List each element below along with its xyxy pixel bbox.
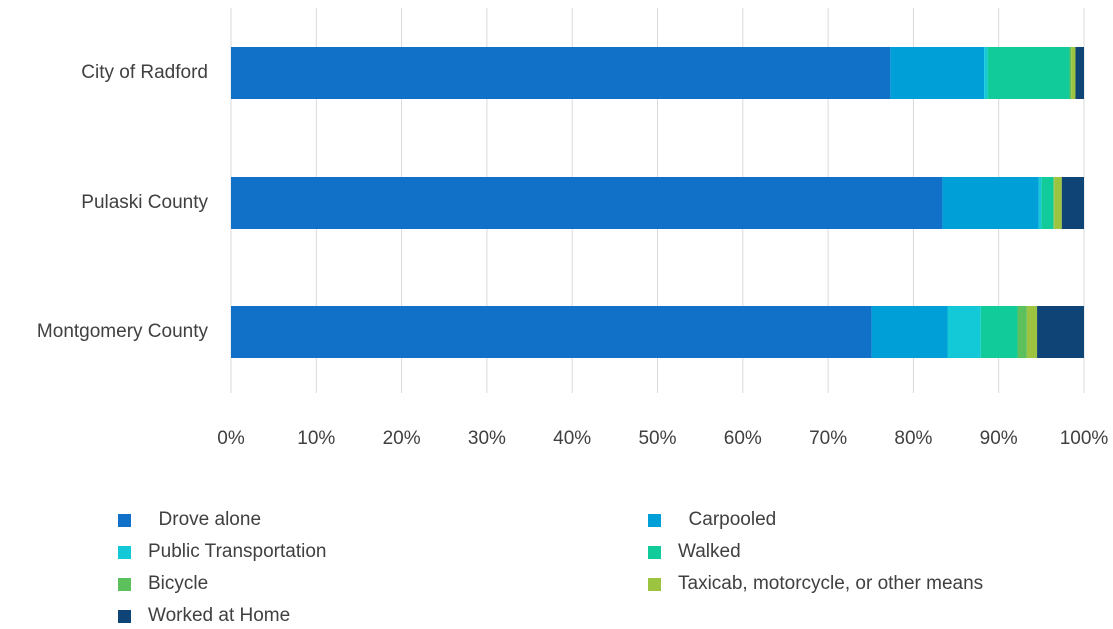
category-labels: City of Radford Pulaski County Montgomery … bbox=[37, 62, 209, 342]
bar-segment bbox=[1069, 47, 1072, 99]
bar-segment bbox=[980, 306, 1018, 358]
category-label: Montgomery County bbox=[37, 321, 209, 342]
bar-segment bbox=[947, 306, 981, 358]
legend-label: Drove alone bbox=[148, 509, 262, 530]
bar-segment bbox=[987, 47, 1070, 99]
category-label: Pulaski County bbox=[81, 192, 208, 213]
legend-item-public-transportation: Public Transportation bbox=[118, 540, 327, 564]
legend-item-worked-at-home: Worked at Home bbox=[118, 604, 290, 628]
bar-segment bbox=[1075, 47, 1084, 99]
legend-label: Walked bbox=[678, 541, 741, 562]
legend-swatch bbox=[648, 545, 661, 559]
bar-segment bbox=[1041, 177, 1054, 229]
legend-swatch bbox=[118, 513, 131, 527]
x-tick-label: 80% bbox=[894, 428, 932, 449]
legend-label: Taxicab, motorcycle, or other means bbox=[678, 573, 984, 594]
x-tick-label: 50% bbox=[638, 428, 676, 449]
legend-swatch bbox=[118, 545, 131, 559]
x-tick-label: 60% bbox=[724, 428, 762, 449]
bar-segment bbox=[1054, 177, 1062, 229]
legend-label: Carpooled bbox=[678, 509, 777, 530]
stacked-bar-chart: City of Radford Pulaski County Montgomery … bbox=[37, 8, 1108, 449]
bar-segment bbox=[1061, 177, 1084, 229]
bar-segment bbox=[1026, 306, 1038, 358]
bars bbox=[231, 47, 1084, 358]
bar-segment bbox=[942, 177, 1039, 229]
legend-item-walked: Walked bbox=[648, 540, 741, 564]
x-tick-label: 70% bbox=[809, 428, 847, 449]
bar-segment bbox=[1071, 47, 1076, 99]
x-tick-label: 40% bbox=[553, 428, 591, 449]
x-tick-label: 100% bbox=[1060, 428, 1109, 449]
x-tick-label: 0% bbox=[217, 428, 245, 449]
x-tick-label: 30% bbox=[468, 428, 506, 449]
legend-item-bicycle: Bicycle bbox=[118, 572, 208, 596]
legend-label: Public Transportation bbox=[148, 541, 327, 562]
legend: Drove alone Carpooled Public Transportat… bbox=[118, 508, 1098, 628]
bar-segment bbox=[1017, 306, 1027, 358]
x-tick-label: 20% bbox=[383, 428, 421, 449]
bar-segment bbox=[871, 306, 948, 358]
bar-segment bbox=[890, 47, 985, 99]
legend-label: Worked at Home bbox=[148, 605, 291, 626]
category-label: City of Radford bbox=[81, 62, 208, 83]
legend-swatch bbox=[648, 513, 661, 527]
bar-segment bbox=[1053, 177, 1055, 229]
bar-segment bbox=[231, 177, 943, 229]
legend-item-carpooled: Carpooled bbox=[648, 508, 776, 532]
bar-segment bbox=[231, 306, 872, 358]
bar-segment bbox=[1038, 177, 1042, 229]
legend-swatch bbox=[648, 577, 661, 591]
legend-item-taxicab-other: Taxicab, motorcycle, or other means bbox=[648, 572, 983, 596]
x-tick-label: 10% bbox=[297, 428, 335, 449]
bar-segment bbox=[1037, 306, 1084, 358]
bar-segment bbox=[231, 47, 891, 99]
x-tick-label: 90% bbox=[980, 428, 1018, 449]
bar-segment bbox=[984, 47, 988, 99]
legend-item-drove-alone: Drove alone bbox=[118, 508, 261, 532]
legend-label: Bicycle bbox=[148, 573, 209, 594]
legend-swatch bbox=[118, 577, 131, 591]
legend-swatch bbox=[118, 609, 131, 623]
x-tick-labels: 0% 10% 20% 30% 40% 50% 60% 70% 80% 90% 100% bbox=[217, 428, 1108, 449]
